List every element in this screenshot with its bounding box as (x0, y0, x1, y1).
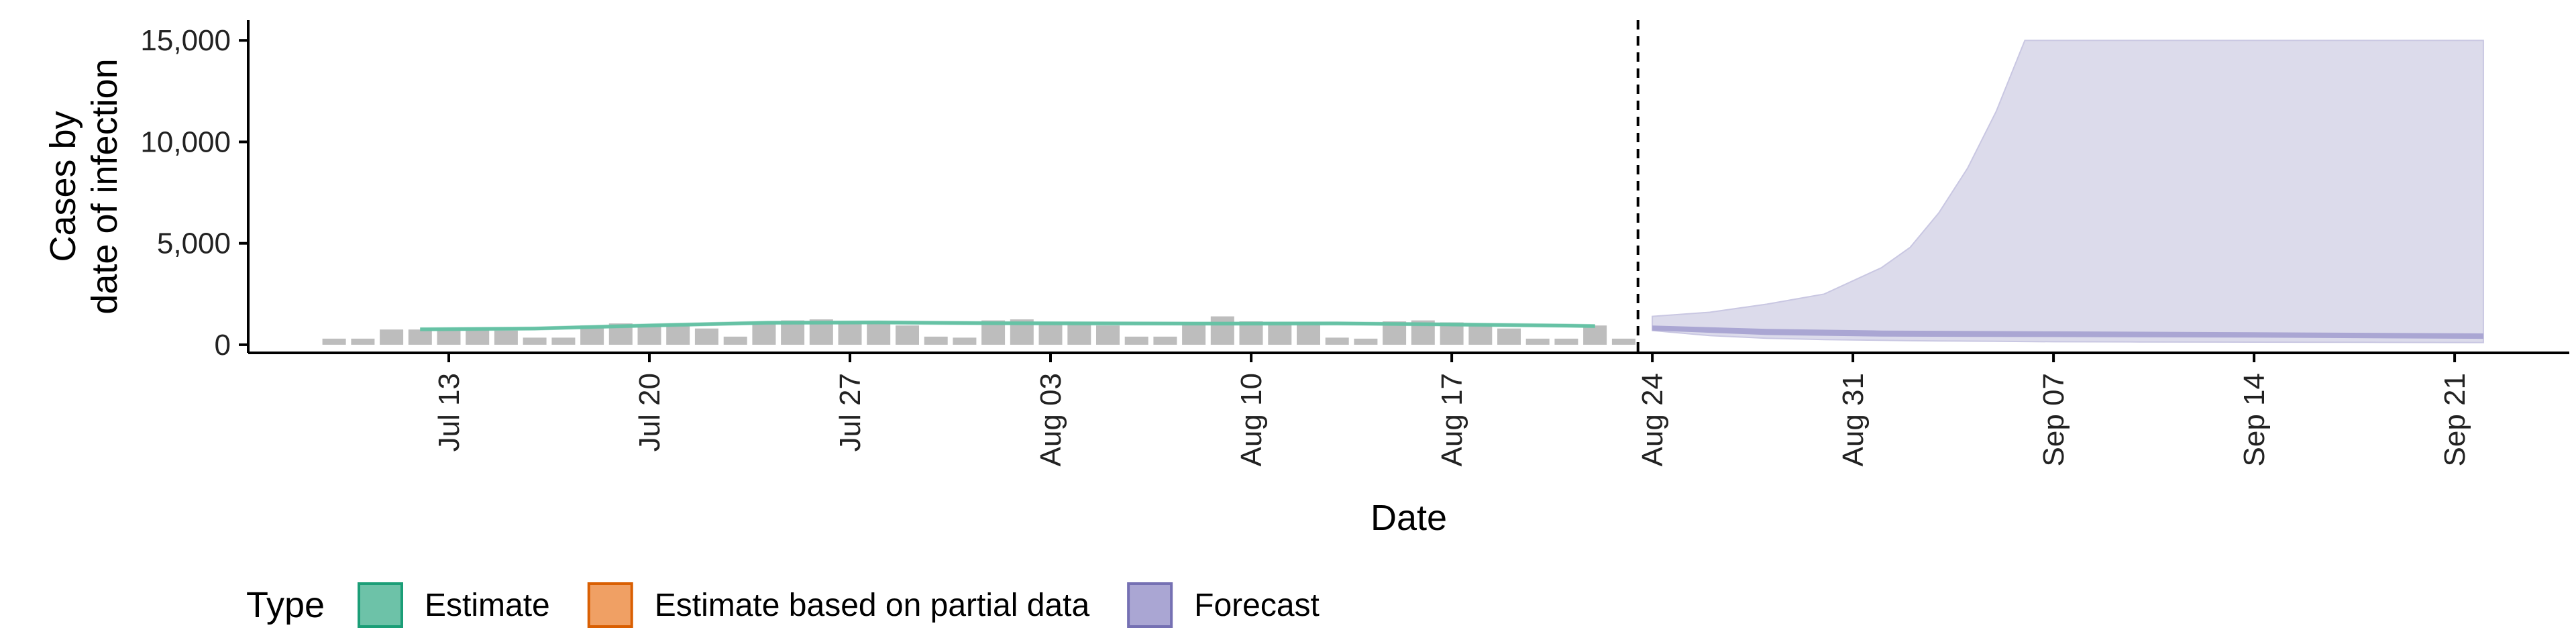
reported-case-bar (924, 336, 948, 345)
reported-case-bar (838, 321, 862, 345)
forecast-outer-band (1652, 40, 2484, 343)
legend-item-label: Forecast (1194, 588, 1320, 623)
reported-case-bar (437, 329, 461, 345)
reported-case-bar (666, 324, 690, 345)
reported-case-bar (1038, 322, 1063, 345)
y-axis-title: Cases bydate of infection (43, 58, 125, 314)
reported-case-bar (1096, 325, 1120, 345)
reported-case-bar (1239, 321, 1263, 345)
x-tick-label: Jul 13 (433, 373, 466, 451)
reported-case-bar (408, 329, 432, 345)
reported-case-bar (1067, 322, 1091, 345)
x-tick-label: Sep 14 (2238, 373, 2271, 466)
reported-case-bar (351, 338, 375, 345)
x-tick-label: Jul 27 (834, 373, 867, 451)
reported-case-bar (551, 337, 576, 345)
reported-case-bar (1525, 338, 1550, 345)
y-axis-title-line: date of infection (85, 58, 125, 314)
reported-case-bar (1210, 316, 1234, 345)
plot-area (322, 20, 2484, 353)
reported-case-bar (322, 338, 346, 345)
reported-case-bar (867, 323, 891, 345)
reported-case-bar (1325, 337, 1349, 345)
y-tick-label: 15,000 (140, 24, 231, 57)
y-axis-title-line: Cases by (43, 111, 83, 262)
x-tick-label: Jul 20 (633, 373, 666, 451)
reported-case-bar (1497, 328, 1521, 345)
legend-swatch (587, 582, 633, 628)
x-tick-label: Aug 24 (1636, 373, 1669, 466)
reported-case-bar (1268, 322, 1292, 345)
x-tick-label: Aug 03 (1034, 373, 1067, 466)
reported-case-bar (1354, 338, 1378, 345)
x-axis-title: Date (1371, 498, 1447, 538)
reported-case-bar (380, 329, 404, 345)
x-tick-label: Aug 10 (1235, 373, 1268, 466)
x-tick-label: Sep 21 (2438, 373, 2471, 466)
forecast-inner-band (1652, 325, 2483, 339)
legend: Type Estimate Estimate based on partial da… (246, 582, 1320, 628)
legend-item-label: Estimate based on partial data (655, 588, 1090, 623)
reported-case-bar (1124, 336, 1148, 345)
reported-case-bar (752, 322, 776, 345)
reported-case-bar (1182, 324, 1206, 345)
reported-case-bar (953, 337, 977, 345)
reported-case-bar (1468, 324, 1493, 345)
legend-title: Type (246, 585, 325, 625)
legend-swatch (358, 582, 403, 628)
reported-case-bar (1153, 336, 1177, 345)
x-tick-label: Aug 17 (1436, 373, 1468, 466)
reported-case-bar (1583, 325, 1607, 345)
reported-case-bar (694, 328, 718, 345)
reported-case-bar (781, 320, 805, 345)
y-tick-label: 10,000 (140, 126, 231, 159)
reported-case-bar (896, 325, 919, 345)
y-tick-label: 0 (215, 329, 231, 362)
reported-case-bar (1297, 324, 1320, 345)
x-tick-label: Sep 07 (2037, 373, 2070, 466)
reported-case-bar (494, 330, 518, 345)
legend-swatch (1127, 582, 1173, 628)
reported-case-bar (466, 329, 490, 345)
x-tick-label: Aug 31 (1837, 373, 1870, 466)
estimate-median-line (420, 321, 1595, 331)
reported-case-bar (1611, 338, 1635, 345)
reported-case-bar (1554, 338, 1578, 345)
axes: 0 5,000 10,000 15,000 Jul 13 Jul 20 Jul 27 Aug … (43, 20, 2569, 538)
y-tick-label: 5,000 (157, 227, 231, 260)
legend-item-label: Estimate (425, 588, 550, 623)
reported-case-bar (523, 337, 547, 345)
reported-case-bar (723, 336, 747, 345)
reported-case-bar (637, 324, 661, 345)
